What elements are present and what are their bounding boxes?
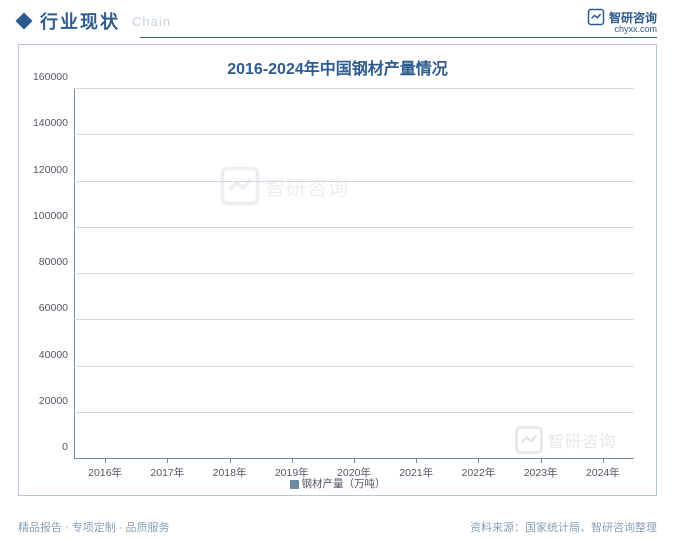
footer-left: 精品报告 · 专项定制 · 品质服务 — [18, 519, 170, 535]
y-tick-label: 0 — [62, 441, 68, 453]
logo-icon — [587, 8, 605, 26]
plot-area: 0200004000060000800001000001200001400001… — [74, 89, 634, 459]
header-rule — [140, 37, 657, 38]
x-tick — [541, 459, 542, 463]
diamond-icon — [16, 13, 33, 30]
y-tick-label: 100000 — [33, 210, 68, 222]
y-tick-label: 20000 — [39, 395, 68, 407]
x-tick — [292, 459, 293, 463]
chart-container: 行业现状 Chain 智研咨询 chyxx.com 2016-2024年中国钢材… — [0, 0, 675, 539]
y-tick-label: 140000 — [33, 117, 68, 129]
x-tick — [416, 459, 417, 463]
header: 行业现状 Chain 智研咨询 chyxx.com — [0, 0, 675, 37]
logo-text: 智研咨询 — [609, 9, 657, 26]
section-title: 行业现状 — [40, 8, 120, 34]
y-tick-label: 80000 — [39, 256, 68, 268]
y-tick-label: 40000 — [39, 349, 68, 361]
x-tick — [603, 459, 604, 463]
footer: 精品报告 · 专项定制 · 品质服务 资料来源：国家统计局、智研咨询整理 — [0, 519, 675, 535]
legend-label: 钢材产量（万吨） — [302, 478, 386, 490]
legend: 钢材产量（万吨） — [19, 476, 656, 491]
x-tick — [354, 459, 355, 463]
header-left: 行业现状 Chain — [18, 8, 171, 34]
x-tick — [105, 459, 106, 463]
legend-swatch — [290, 480, 299, 489]
x-tick — [478, 459, 479, 463]
x-tick — [230, 459, 231, 463]
y-tick-label: 120000 — [33, 164, 68, 176]
y-tick-label: 60000 — [39, 302, 68, 314]
chart-title: 2016-2024年中国钢材产量情况 — [19, 55, 656, 79]
footer-right: 资料来源：国家统计局、智研咨询整理 — [470, 519, 657, 535]
x-tick — [167, 459, 168, 463]
chart-box: 2016-2024年中国钢材产量情况 智研咨询 智研咨询 02000040000… — [18, 44, 657, 496]
logo-block: 智研咨询 chyxx.com — [587, 8, 657, 34]
y-tick-label: 160000 — [33, 71, 68, 83]
section-subtitle: Chain — [132, 14, 171, 29]
bars: 2016年2017年2018年2019年2020年2021年2022年2023年… — [74, 89, 634, 459]
